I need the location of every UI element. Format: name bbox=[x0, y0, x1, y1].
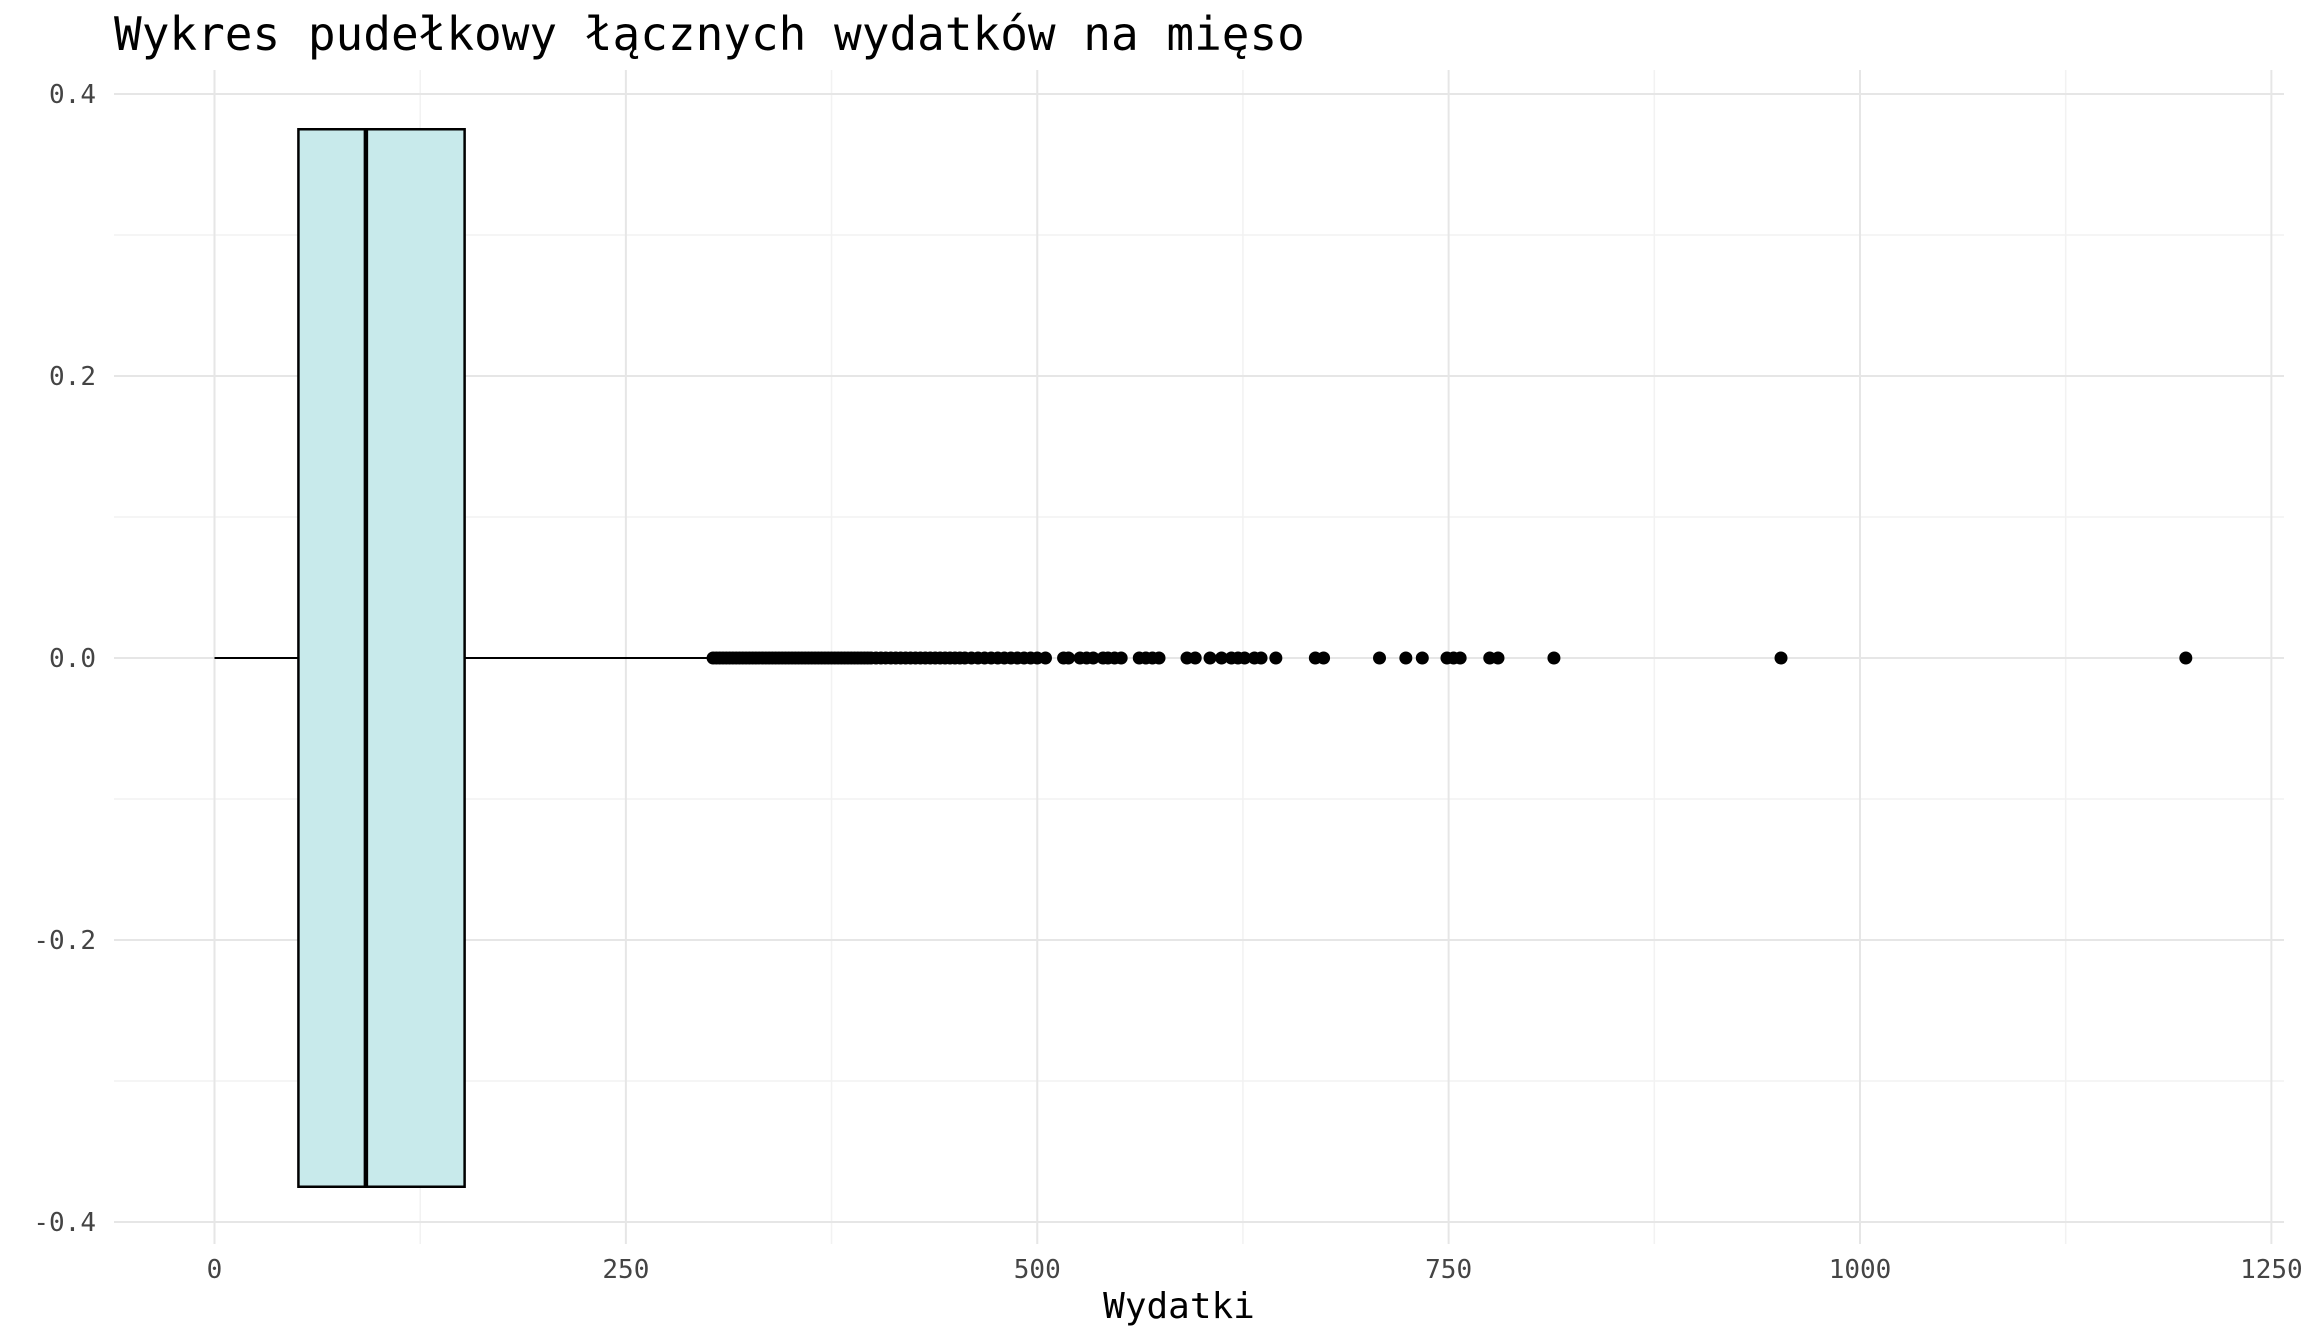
outlier-point bbox=[1203, 651, 1217, 665]
y-tick-label: 0.4 bbox=[49, 80, 96, 110]
x-tick-label: 500 bbox=[1014, 1255, 1061, 1285]
x-tick-labels: 0 250 500 750 1000 1250 bbox=[207, 1255, 2303, 1285]
outlier-point bbox=[1086, 651, 1100, 665]
x-axis-label: Wydatki bbox=[1103, 1286, 1255, 1327]
outlier-point bbox=[1254, 651, 1268, 665]
outlier-point bbox=[1114, 651, 1128, 665]
outlier-point bbox=[1215, 651, 1229, 665]
outlier-points bbox=[706, 651, 2193, 665]
y-tick-label: 0.0 bbox=[49, 644, 96, 674]
outlier-point bbox=[1062, 651, 1076, 665]
outlier-point bbox=[1453, 651, 1467, 665]
x-tick-label: 0 bbox=[207, 1255, 223, 1285]
outlier-point bbox=[1415, 651, 1429, 665]
outlier-point bbox=[2179, 651, 2193, 665]
outlier-point bbox=[1399, 651, 1413, 665]
outlier-point bbox=[1188, 651, 1202, 665]
outlier-point bbox=[1269, 651, 1283, 665]
y-tick-label: -0.4 bbox=[33, 1208, 96, 1238]
outlier-point bbox=[1547, 651, 1561, 665]
outlier-point bbox=[1774, 651, 1788, 665]
x-tick-label: 1250 bbox=[2240, 1255, 2303, 1285]
y-tick-label: -0.2 bbox=[33, 926, 96, 956]
outlier-point bbox=[1238, 651, 1252, 665]
outlier-point bbox=[1373, 651, 1387, 665]
chart-title: Wykres pudełkowy łącznych wydatków na mi… bbox=[114, 7, 1305, 61]
y-tick-label: 0.2 bbox=[49, 362, 96, 392]
iqr-box bbox=[297, 128, 466, 1188]
x-tick-label: 750 bbox=[1425, 1255, 1472, 1285]
outlier-point bbox=[1152, 651, 1166, 665]
y-tick-labels: 0.4 0.2 0.0 -0.2 -0.4 bbox=[33, 80, 96, 1238]
outlier-point bbox=[1317, 651, 1331, 665]
outlier-point bbox=[1038, 651, 1052, 665]
x-tick-label: 1000 bbox=[1829, 1255, 1892, 1285]
outlier-point bbox=[1491, 651, 1505, 665]
box-plot bbox=[214, 128, 712, 1188]
x-tick-label: 250 bbox=[602, 1255, 649, 1285]
